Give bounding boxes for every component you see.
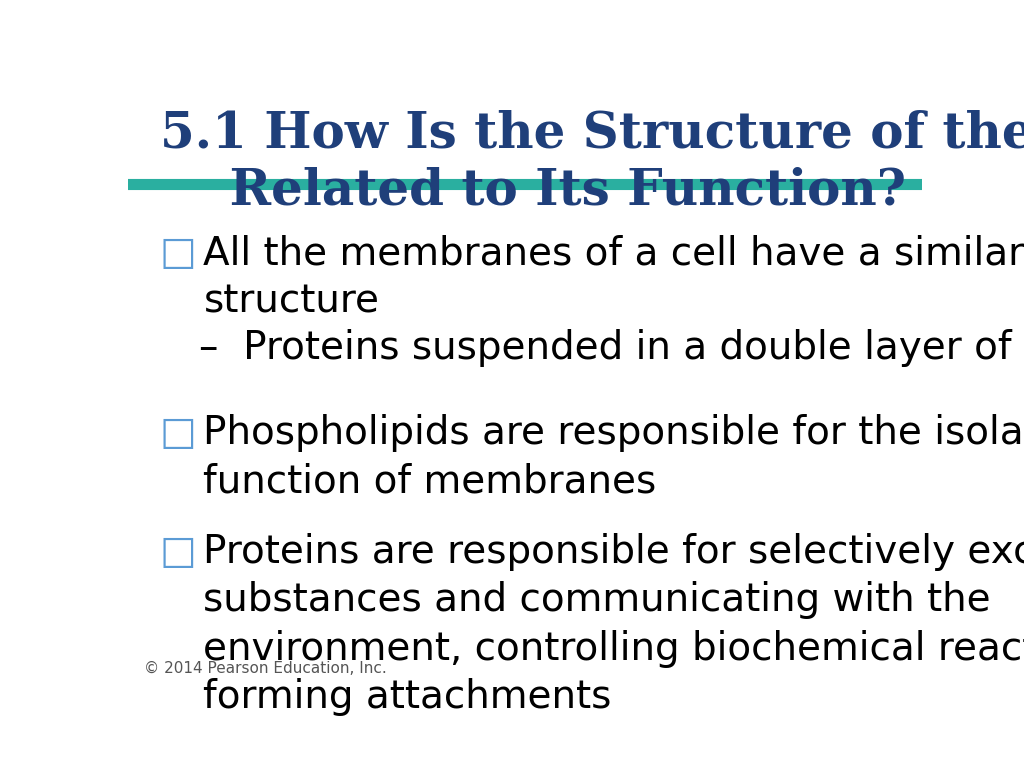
Text: © 2014 Pearson Education, Inc.: © 2014 Pearson Education, Inc. [143, 661, 387, 677]
Text: Proteins are responsible for selectively exchanging
substances and communicating: Proteins are responsible for selectively… [204, 533, 1024, 717]
Text: Phospholipids are responsible for the isolating
function of membranes: Phospholipids are responsible for the is… [204, 415, 1024, 501]
Text: □: □ [160, 234, 197, 272]
Text: □: □ [160, 415, 197, 452]
Text: –  Proteins suspended in a double layer of phospholipids: – Proteins suspended in a double layer o… [200, 329, 1024, 366]
Text: 5.1 How Is the Structure of the Cell Membrane
    Related to Its Function?: 5.1 How Is the Structure of the Cell Mem… [160, 110, 1024, 216]
Text: □: □ [160, 533, 197, 571]
Text: All the membranes of a cell have a similar basic
structure: All the membranes of a cell have a simil… [204, 234, 1024, 320]
